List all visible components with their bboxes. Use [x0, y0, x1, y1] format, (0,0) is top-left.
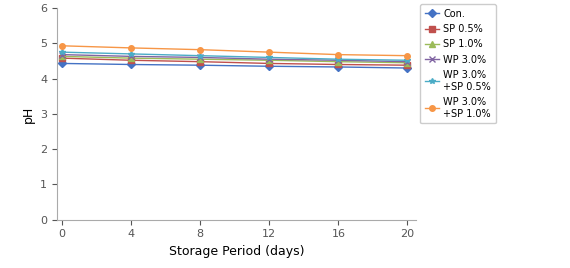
Con.: [197, 64, 203, 67]
SP 0.5%: [128, 59, 135, 62]
Line: SP 0.5%: SP 0.5%: [59, 55, 410, 68]
SP 1.0%: [404, 61, 411, 64]
WP 3.0%
+SP 1.0%: [59, 44, 66, 47]
Con.: [266, 65, 273, 68]
WP 3.0%: [128, 55, 135, 58]
Legend: Con., SP 0.5%, SP 1.0%, WP 3.0%, WP 3.0%
+SP 0.5%, WP 3.0%
+SP 1.0%: Con., SP 0.5%, SP 1.0%, WP 3.0%, WP 3.0%…: [420, 4, 496, 124]
WP 3.0%: [197, 56, 203, 59]
SP 1.0%: [266, 59, 273, 62]
SP 1.0%: [128, 57, 135, 60]
Line: SP 1.0%: SP 1.0%: [59, 54, 410, 65]
WP 3.0%
+SP 0.5%: [404, 59, 411, 62]
WP 3.0%
+SP 0.5%: [128, 52, 135, 55]
Line: WP 3.0%: WP 3.0%: [59, 52, 410, 64]
WP 3.0%: [266, 58, 273, 61]
SP 0.5%: [59, 57, 66, 60]
SP 1.0%: [335, 60, 342, 63]
Con.: [59, 62, 66, 65]
SP 0.5%: [197, 60, 203, 63]
Line: WP 3.0%
+SP 1.0%: WP 3.0% +SP 1.0%: [59, 43, 410, 58]
WP 3.0%
+SP 1.0%: [335, 53, 342, 56]
WP 3.0%: [404, 60, 411, 63]
SP 0.5%: [404, 64, 411, 67]
SP 0.5%: [335, 63, 342, 66]
Line: Con.: Con.: [59, 61, 410, 71]
WP 3.0%
+SP 0.5%: [197, 54, 203, 57]
SP 1.0%: [197, 58, 203, 61]
WP 3.0%
+SP 1.0%: [404, 54, 411, 57]
Line: WP 3.0%
+SP 0.5%: WP 3.0% +SP 0.5%: [59, 49, 410, 63]
SP 1.0%: [59, 55, 66, 58]
SP 0.5%: [266, 62, 273, 65]
WP 3.0%
+SP 1.0%: [128, 46, 135, 50]
Con.: [335, 65, 342, 69]
Con.: [128, 63, 135, 66]
WP 3.0%: [335, 59, 342, 62]
X-axis label: Storage Period (days): Storage Period (days): [169, 245, 304, 258]
Y-axis label: pH: pH: [22, 105, 35, 122]
WP 3.0%
+SP 1.0%: [266, 51, 273, 54]
WP 3.0%: [59, 53, 66, 56]
Con.: [404, 66, 411, 70]
WP 3.0%
+SP 0.5%: [59, 51, 66, 54]
WP 3.0%
+SP 0.5%: [266, 56, 273, 59]
WP 3.0%
+SP 1.0%: [197, 48, 203, 51]
WP 3.0%
+SP 0.5%: [335, 58, 342, 61]
